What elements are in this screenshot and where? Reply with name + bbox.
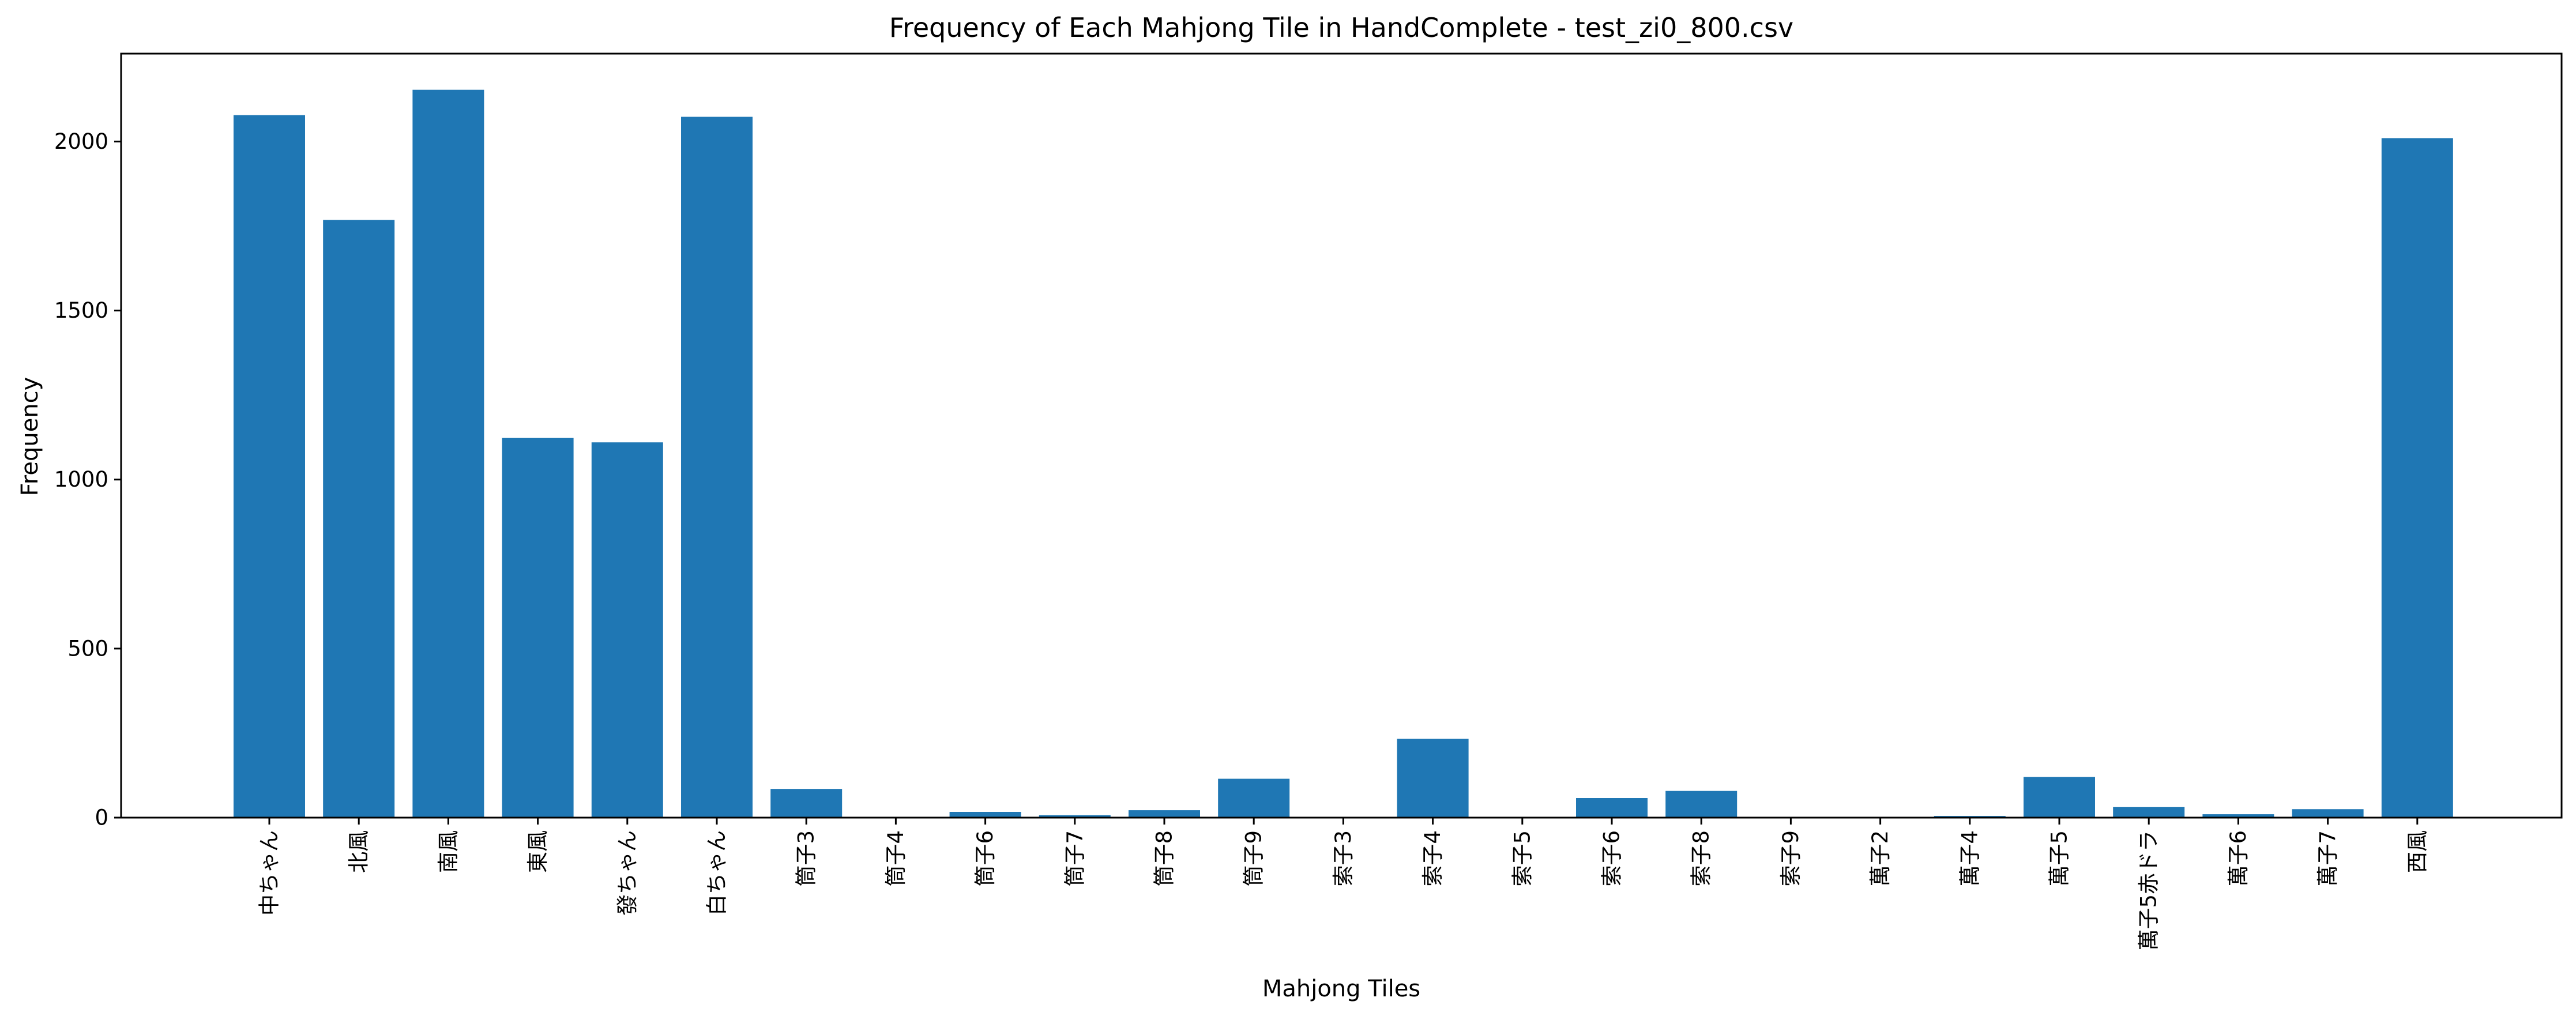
bar-索子8: [1665, 791, 1738, 818]
bar-筒子8: [1129, 810, 1200, 818]
y-tick-label: 500: [67, 636, 108, 661]
x-tick-label: 白ちゃん: [705, 830, 729, 916]
x-tick-label: 筒子3: [794, 830, 819, 887]
y-axis-ticks: 0 500 1000 1500 2000: [54, 129, 121, 830]
x-tick-label: 西風: [2405, 830, 2430, 873]
bar-索子6: [1576, 798, 1648, 818]
y-axis-label: Frequency: [17, 377, 43, 496]
bar-萬子7: [2292, 809, 2364, 818]
x-tick-label: 索子4: [1420, 830, 1445, 887]
x-tick-label: 北風: [347, 830, 371, 873]
x-tick-label: 萬子2: [1868, 830, 1893, 887]
bar-萬子6: [2202, 814, 2274, 818]
x-tick-label: 東風: [525, 830, 550, 873]
x-tick-label: 索子3: [1331, 830, 1356, 887]
bar-筒子7: [1039, 815, 1111, 818]
x-tick-label: 索子8: [1689, 830, 1714, 887]
bar-白ちゃん: [681, 116, 753, 818]
bar-筒子6: [949, 812, 1021, 818]
bar-萬子5: [2024, 777, 2095, 818]
x-tick-label: 筒子7: [1062, 830, 1087, 887]
chart-title: Frequency of Each Mahjong Tile in HandCo…: [889, 12, 1793, 43]
bar-萬子5赤ドラ: [2113, 807, 2185, 818]
y-tick-label: 2000: [54, 129, 108, 154]
x-axis-ticks: 中ちゃん 北風 南風 東風 發ちゃん 白ちゃん 筒子3 筒子4 筒子6 筒子7 筒子8 筒子9 索子3 索…: [257, 818, 2430, 951]
x-tick-label: 萬子5: [2047, 830, 2072, 887]
x-tick-label: 索子6: [1600, 830, 1624, 887]
x-tick-label: 筒子4: [883, 830, 908, 887]
x-tick-label: 筒子6: [973, 830, 998, 887]
x-tick-label: 萬子6: [2226, 830, 2251, 887]
bar-發ちゃん: [591, 442, 663, 818]
x-axis-label: Mahjong Tiles: [1262, 976, 1420, 1002]
x-tick-label: 索子5: [1510, 830, 1535, 887]
x-tick-label: 筒子8: [1152, 830, 1177, 887]
x-tick-label: 索子9: [1778, 830, 1803, 887]
x-tick-label: 發ちゃん: [615, 830, 640, 916]
y-tick-label: 1500: [54, 298, 108, 323]
plot-frame: [120, 52, 2563, 819]
x-tick-label: 萬子7: [2315, 830, 2340, 887]
bar-北風: [323, 220, 395, 818]
bar-中ちゃん: [234, 115, 305, 818]
bar-東風: [502, 438, 574, 818]
bar-筒子9: [1218, 778, 1290, 818]
bar-西風: [2381, 138, 2453, 818]
x-tick-label: 南風: [436, 830, 461, 873]
bars-group: [234, 89, 2453, 818]
y-tick-label: 0: [95, 806, 108, 830]
x-tick-label: 萬子5赤ドラ: [2137, 830, 2161, 951]
bar-索子4: [1397, 739, 1469, 818]
x-tick-label: 中ちゃん: [257, 830, 282, 916]
bar-南風: [412, 89, 484, 818]
y-tick-label: 1000: [54, 467, 108, 492]
x-tick-label: 萬子4: [1957, 830, 1982, 887]
bar-筒子3: [770, 789, 843, 818]
x-tick-label: 筒子9: [1242, 830, 1266, 887]
